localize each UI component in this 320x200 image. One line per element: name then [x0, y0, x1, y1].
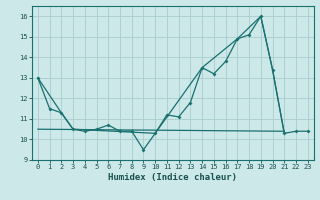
X-axis label: Humidex (Indice chaleur): Humidex (Indice chaleur)	[108, 173, 237, 182]
